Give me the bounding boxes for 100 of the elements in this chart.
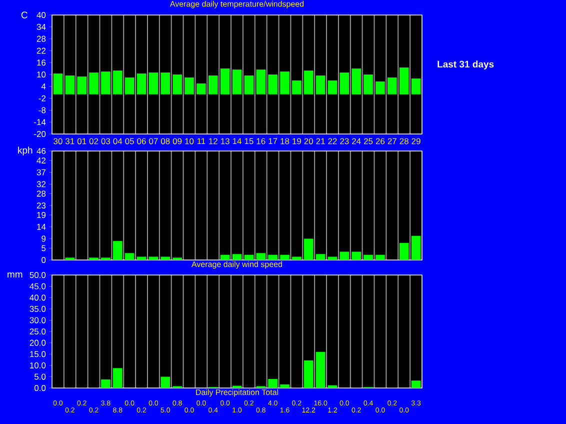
bar <box>77 76 86 94</box>
bar <box>280 254 290 260</box>
y-tick-label: 34 <box>36 24 46 30</box>
x-tick-label: 25 <box>364 138 373 144</box>
bar <box>280 72 290 94</box>
y-tick-label: 10 <box>37 71 46 78</box>
bar <box>136 74 146 94</box>
bar <box>304 238 314 260</box>
bar <box>352 252 362 260</box>
bar <box>148 256 158 260</box>
y-tick-label: 30.0 <box>30 317 46 324</box>
bar <box>268 74 278 94</box>
y-tick-label: 42 <box>36 158 46 164</box>
bar <box>328 80 338 94</box>
y-tick-label: 10.0 <box>30 362 46 368</box>
y-tick-label: 0.0 <box>34 384 46 392</box>
bar <box>53 74 63 94</box>
x-tick-label: 03 <box>101 138 110 144</box>
y-tick-label: 22 <box>36 48 46 54</box>
bar <box>148 72 158 94</box>
y-tick-label: -14 <box>34 119 46 126</box>
bar <box>244 75 254 94</box>
y-tick-label: 40 <box>36 12 46 18</box>
bar <box>256 70 266 94</box>
bar <box>304 360 314 388</box>
x-tick-label: 13 <box>220 138 230 144</box>
y-tick-label: 9 <box>42 236 46 242</box>
y-tick-label: 37 <box>36 169 46 176</box>
x-axis-title: Average daily wind speed <box>192 261 282 269</box>
y-tick-label: 46 <box>36 148 46 154</box>
bar <box>208 75 218 94</box>
y-tick-label: 23 <box>36 202 46 209</box>
x-tick-label: 12 <box>209 138 218 144</box>
bar <box>124 253 134 260</box>
x-tick-label: 31 <box>66 138 74 144</box>
y-axis-title: C <box>21 12 28 18</box>
x-tick-label: 16 <box>256 138 266 144</box>
y-tick-label: 45.0 <box>30 283 46 290</box>
x-tick-label: 10 <box>185 138 194 144</box>
bar <box>196 83 206 94</box>
bar <box>292 80 302 94</box>
x-tick-label: 21 <box>316 138 325 144</box>
bar <box>304 70 314 94</box>
y-tick-label: 4 <box>41 83 46 90</box>
x-tick-label: 27 <box>388 138 396 144</box>
bar <box>89 72 98 94</box>
bar <box>340 252 350 260</box>
x-tick-label: 30 <box>54 138 62 144</box>
bar <box>184 77 194 94</box>
x-tick-label: 06 <box>137 138 146 144</box>
bar <box>220 68 230 94</box>
bar <box>280 384 290 388</box>
bar <box>172 74 182 94</box>
y-tick-label: -20 <box>34 130 46 137</box>
chart-title: Average daily temperature/windspeed <box>170 0 304 8</box>
bar <box>160 256 170 260</box>
x-tick-label: 22 <box>328 138 337 144</box>
bar <box>316 254 326 260</box>
bar <box>65 75 75 94</box>
bar <box>376 254 385 260</box>
y-tick-label: 28 <box>36 36 46 42</box>
bar <box>411 78 421 94</box>
bar <box>268 254 278 260</box>
y-tick-label: 15.0 <box>30 351 46 358</box>
x-tick-label: 11 <box>197 138 206 144</box>
bar <box>232 70 242 94</box>
x-tick-label: 19 <box>292 138 302 144</box>
x-tick-label: 08 <box>160 138 170 144</box>
x-tick-label: 28 <box>400 138 408 144</box>
y-axis-title: kph <box>18 146 32 156</box>
bar <box>411 236 421 260</box>
bar <box>124 77 134 94</box>
bar <box>352 68 362 94</box>
bar <box>316 75 326 94</box>
y-tick-label: -2 <box>38 95 46 102</box>
bar <box>112 241 122 260</box>
bar <box>112 368 122 388</box>
x-tick-label: 17 <box>268 138 278 144</box>
bar <box>328 256 338 260</box>
y-tick-label: 19 <box>37 212 46 218</box>
bar <box>232 254 242 260</box>
bar <box>399 68 409 94</box>
x-tick-label: 23 <box>340 138 349 144</box>
x-tick-label: 15 <box>244 138 254 144</box>
x-tick-label: 26 <box>376 138 385 144</box>
bar <box>101 379 110 388</box>
x-tick-label: 01 <box>77 138 86 144</box>
y-tick-label: 20.0 <box>30 340 46 346</box>
bar <box>364 254 373 260</box>
y-tick-label: 35.0 <box>30 306 46 312</box>
bar <box>388 77 397 94</box>
y-tick-label: 40.0 <box>30 294 46 301</box>
y-tick-label: 14 <box>37 224 46 230</box>
x-tick-label: 24 <box>352 138 361 144</box>
y-tick-label: -8 <box>38 107 46 114</box>
bar <box>160 72 170 94</box>
x-tick-label: 04 <box>113 138 122 144</box>
bar <box>399 242 409 260</box>
bar <box>364 74 373 94</box>
bar <box>160 376 170 388</box>
